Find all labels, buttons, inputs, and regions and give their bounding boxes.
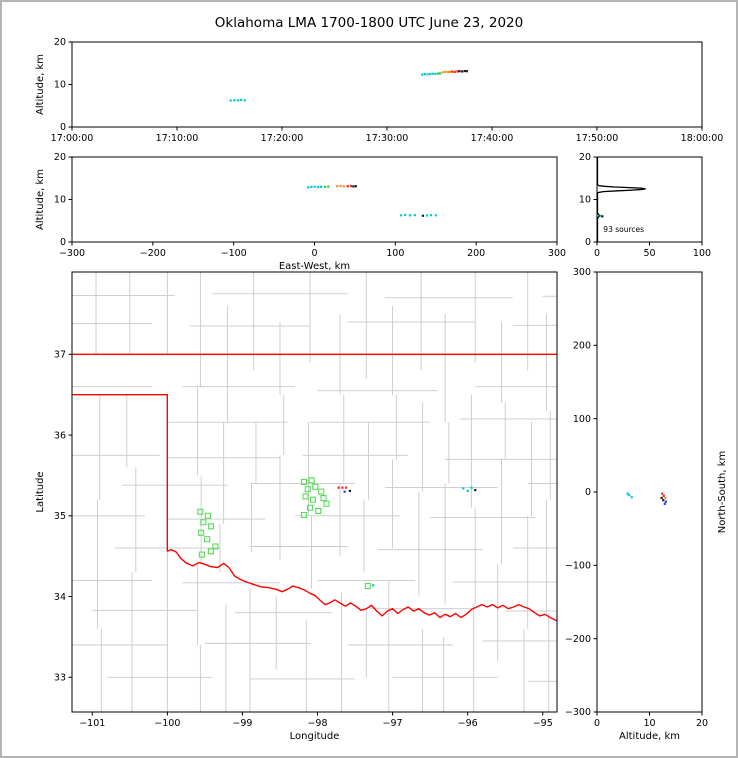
- svg-text:−98: −98: [307, 718, 327, 729]
- svg-text:0: 0: [60, 122, 66, 133]
- svg-text:−97: −97: [383, 718, 403, 729]
- svg-text:Altitude, km: Altitude, km: [35, 54, 46, 115]
- svg-text:0: 0: [585, 487, 591, 498]
- svg-text:−100: −100: [565, 561, 591, 572]
- svg-text:18:00:00: 18:00:00: [681, 133, 724, 144]
- svg-text:300: 300: [573, 267, 591, 278]
- time-height-axes: 17:00:00 17:10:00 17:20:00 17:30:00 17:40:00…: [35, 37, 723, 144]
- svg-text:100: 100: [386, 248, 404, 259]
- svg-text:33: 33: [54, 672, 66, 683]
- figure-title: Oklahoma LMA 1700-1800 UTC June 23, 2020: [214, 15, 524, 31]
- svg-text:−300: −300: [59, 248, 85, 259]
- svg-text:Altitude, km: Altitude, km: [35, 169, 46, 230]
- svg-text:Altitude, km: Altitude, km: [619, 731, 680, 742]
- ew-height-data: [307, 184, 437, 217]
- panel-north-south-height: 0 10 20 300 200 100 0 −100 −200 −300 Altitude, km N…: [549, 262, 736, 748]
- svg-text:17:10:00: 17:10:00: [156, 133, 199, 144]
- svg-text:100: 100: [693, 248, 711, 259]
- panel-time-height: 17:00:00 17:10:00 17:20:00 17:30:00 17:40:00…: [24, 32, 736, 163]
- svg-text:200: 200: [573, 341, 591, 352]
- svg-text:20: 20: [54, 37, 66, 48]
- north-south-height-chart: 0 10 20 300 200 100 0 −100 −200 −300 Altitude, km N…: [565, 267, 728, 742]
- svg-text:0: 0: [585, 237, 591, 248]
- svg-text:−200: −200: [565, 634, 591, 645]
- svg-text:35: 35: [54, 511, 66, 522]
- svg-text:300: 300: [548, 248, 566, 259]
- altitude-histogram-chart: 0 50 100 0 10 20 93 sources: [579, 152, 711, 259]
- svg-text:Latitude: Latitude: [35, 471, 46, 512]
- svg-text:36: 36: [54, 430, 66, 441]
- svg-text:North-South, km: North-South, km: [717, 451, 728, 534]
- alt-histogram-data: 93 sources: [597, 157, 646, 242]
- map-axes: −101 −100 −99 −98 −97 −96 −95 33 34 35 36 37 Longitu…: [35, 350, 553, 742]
- time-height-chart: 17:00:00 17:10:00 17:20:00 17:30:00 17:40:00…: [35, 37, 723, 144]
- svg-text:−96: −96: [458, 718, 478, 729]
- svg-text:−300: −300: [565, 707, 591, 718]
- panel-east-west-height: −300 −200 −100 0 100 200 300 0 10 20 East-West, km…: [24, 147, 607, 278]
- svg-text:17:40:00: 17:40:00: [471, 133, 514, 144]
- svg-text:10: 10: [54, 195, 66, 206]
- alt-histogram-axes: 0 50 100 0 10 20: [579, 152, 711, 259]
- svg-text:−100: −100: [154, 718, 180, 729]
- east-west-height-chart: −300 −200 −100 0 100 200 300 0 10 20 East-West, km…: [35, 152, 566, 272]
- time-height-data: [229, 69, 468, 102]
- svg-text:10: 10: [579, 195, 591, 206]
- svg-text:93 sources: 93 sources: [603, 225, 644, 234]
- panel-altitude-histogram: 0 50 100 0 10 20 93 sources: [549, 147, 736, 278]
- svg-text:200: 200: [467, 248, 485, 259]
- map-chart: −101 −100 −99 −98 −97 −96 −95 33 34 35 36 37 Longitu…: [35, 271, 558, 742]
- svg-text:17:00:00: 17:00:00: [51, 133, 94, 144]
- panel-map: −101 −100 −99 −98 −97 −96 −95 33 34 35 36 37 Longitu…: [24, 262, 607, 748]
- svg-text:20: 20: [696, 718, 708, 729]
- svg-text:0: 0: [60, 237, 66, 248]
- svg-text:17:20:00: 17:20:00: [261, 133, 304, 144]
- ns-height-data: [626, 492, 667, 505]
- ns-height-axes: 0 10 20 300 200 100 0 −100 −200 −300 Altitude, km N…: [565, 267, 728, 742]
- svg-text:−95: −95: [533, 718, 553, 729]
- ew-height-axes: −300 −200 −100 0 100 200 300 0 10 20 East-West, km…: [35, 152, 566, 272]
- svg-text:100: 100: [573, 414, 591, 425]
- svg-text:10: 10: [643, 718, 655, 729]
- svg-text:17:50:00: 17:50:00: [576, 133, 619, 144]
- svg-text:0: 0: [594, 718, 600, 729]
- svg-text:37: 37: [54, 350, 66, 361]
- svg-text:17:30:00: 17:30:00: [366, 133, 409, 144]
- svg-text:−101: −101: [79, 718, 105, 729]
- svg-text:−99: −99: [232, 718, 252, 729]
- svg-text:East-West, km: East-West, km: [279, 261, 350, 272]
- svg-text:50: 50: [643, 248, 655, 259]
- svg-text:20: 20: [54, 152, 66, 163]
- svg-text:0: 0: [311, 248, 317, 259]
- svg-text:−200: −200: [140, 248, 166, 259]
- map-data: [72, 272, 557, 712]
- svg-text:34: 34: [54, 592, 66, 603]
- svg-text:10: 10: [54, 80, 66, 91]
- svg-text:Longitude: Longitude: [290, 731, 340, 742]
- svg-text:20: 20: [579, 152, 591, 163]
- svg-text:0: 0: [594, 248, 600, 259]
- svg-text:−100: −100: [221, 248, 247, 259]
